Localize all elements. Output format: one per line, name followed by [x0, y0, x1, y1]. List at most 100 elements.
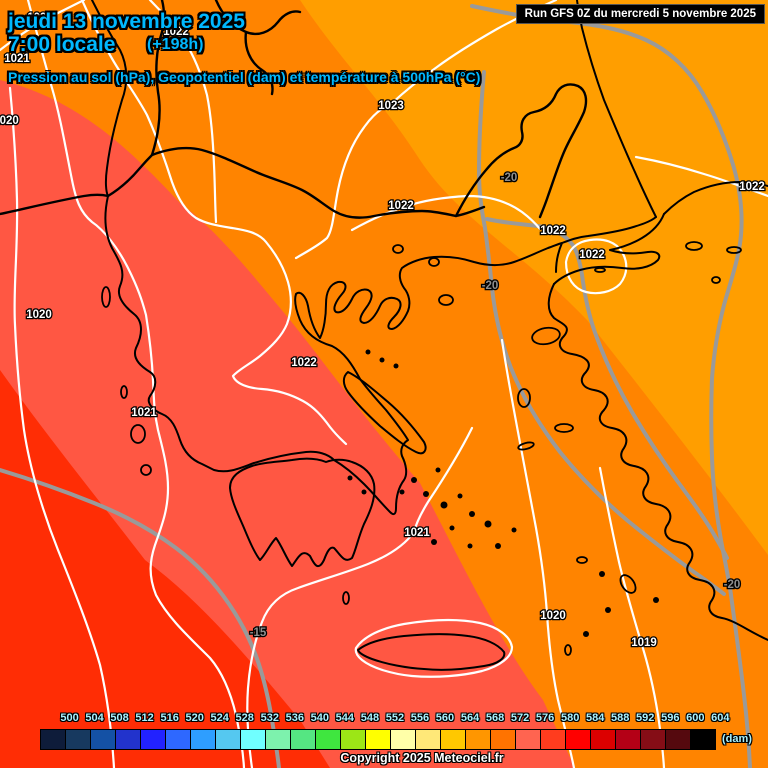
lake — [726, 246, 742, 254]
island — [517, 441, 535, 451]
isobar-1022-east — [634, 155, 768, 198]
island — [531, 326, 561, 346]
legend-value: 508 — [110, 712, 129, 724]
lake — [685, 241, 703, 251]
island — [428, 257, 440, 267]
legend-cell — [241, 730, 266, 749]
island — [130, 424, 146, 444]
isobar-crete-loop — [354, 618, 514, 678]
legend-cell — [591, 730, 616, 749]
legend-value: 512 — [135, 712, 154, 724]
band-red — [0, 370, 330, 768]
pressure-label: 1022 — [388, 200, 414, 212]
isobar-1022-central — [80, 0, 348, 446]
pressure-label: 1022 — [579, 249, 605, 261]
coast-peloponnese — [229, 457, 376, 568]
island — [438, 294, 454, 306]
island — [619, 574, 637, 594]
legend-cell — [416, 730, 441, 749]
border-north-balkans — [0, 147, 486, 219]
pressure-label: 1022 — [27, 12, 53, 24]
legend-cell — [216, 730, 241, 749]
legend-value: 596 — [661, 712, 680, 724]
legend-cell — [466, 730, 491, 749]
legend-value: 552 — [385, 712, 405, 724]
isobar-1023 — [294, 0, 558, 260]
legend-cell — [641, 730, 666, 749]
legend-cell — [541, 730, 566, 749]
island — [342, 591, 350, 605]
legend-value: 592 — [636, 712, 655, 724]
pressure-label: 1020 — [540, 610, 566, 622]
legend-value: 536 — [285, 712, 304, 724]
map-label-layer: 1022 1022 1021 1023 1020 1022 1022 1022 1022 1020… — [0, 11, 766, 651]
isobar-1020-west — [8, 86, 116, 768]
coast-turkey-west — [547, 283, 768, 641]
isobar-1019 — [598, 466, 666, 768]
island — [392, 244, 404, 254]
border-turkey-bulgaria — [454, 83, 588, 219]
legend-value: 600 — [686, 712, 705, 724]
legend-value: 520 — [185, 712, 204, 724]
legend-value: 504 — [85, 712, 104, 724]
temperature-label: -20 — [724, 579, 741, 591]
lake — [711, 276, 721, 284]
island — [120, 385, 128, 399]
isobar-1021-south — [246, 426, 474, 768]
isobar-1020-southeast — [500, 338, 576, 768]
pressure-label: 1021 — [4, 53, 30, 65]
temperature-label: -20 — [482, 280, 499, 292]
legend-value: 560 — [435, 712, 455, 724]
border-topleft — [214, 0, 302, 36]
legend-value: 516 — [160, 712, 179, 724]
legend-value: 532 — [260, 712, 279, 724]
island — [554, 423, 574, 433]
legend-value: 568 — [485, 712, 505, 724]
isobar-1022-topleft — [0, 0, 86, 52]
legend-value: 548 — [360, 712, 380, 724]
island — [517, 388, 531, 408]
pressure-label: 1023 — [378, 100, 404, 112]
coastlines-borders — [0, 0, 768, 671]
legend-cell — [141, 730, 166, 749]
legend-cell — [616, 730, 641, 749]
temp-contour-minus20-central — [477, 70, 726, 596]
legend-value: 500 — [60, 712, 79, 724]
legend-cell — [316, 730, 341, 749]
legend-value: 588 — [611, 712, 630, 724]
legend-cell — [116, 730, 141, 749]
temp-contour-minus15 — [0, 468, 281, 768]
pressure-label: 1021 — [404, 527, 430, 539]
isobar-1021-west — [26, 0, 246, 768]
pressure-label: 1022 — [291, 357, 317, 369]
map-title-date: jeudi 13 novembre 2025 — [8, 10, 245, 33]
legend-color-scale — [40, 729, 716, 750]
pressure-label: 1020 — [0, 115, 19, 127]
forecast-offset-badge: (+198h) — [147, 36, 204, 53]
border-vertical-west — [150, 0, 166, 157]
legend-value: 580 — [560, 712, 580, 724]
coast-marmara-south — [553, 213, 665, 285]
coast-euboea — [342, 371, 427, 455]
temp-contour-minus20-east — [470, 4, 752, 768]
temp-contour-minus20-marmara — [485, 217, 729, 560]
legend-value: 584 — [585, 712, 605, 724]
legend-value: 564 — [460, 712, 480, 724]
legend-cell — [41, 730, 66, 749]
island — [576, 556, 588, 564]
model-run-info: Run GFS 0Z du mercredi 5 novembre 2025 — [515, 4, 765, 24]
legend-value: 544 — [335, 712, 355, 724]
legend-value: 528 — [235, 712, 254, 724]
border-topleft-branch — [244, 30, 274, 96]
island — [101, 286, 111, 308]
map-title-time: 7:00 locale — [8, 33, 116, 56]
legend-cell — [266, 730, 291, 749]
pressure-label: 1022 — [739, 181, 765, 193]
islands — [101, 241, 742, 656]
legend-value: 576 — [535, 712, 555, 724]
pressure-label: 1022 — [540, 225, 566, 237]
legend-cell — [516, 730, 541, 749]
legend-cell — [391, 730, 416, 749]
